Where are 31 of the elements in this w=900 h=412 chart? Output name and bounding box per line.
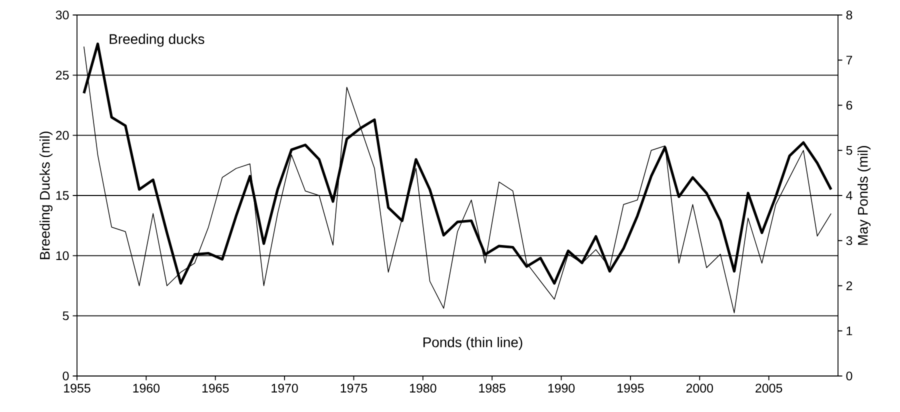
y2-tick-label: 1	[846, 326, 852, 336]
y2-tick-label: 3	[846, 236, 852, 246]
x-tick-label: 1975	[340, 384, 368, 393]
y-tick-label: 15	[56, 191, 69, 200]
x-tick-label: 1995	[618, 384, 644, 393]
y2-tick-label: 7	[846, 56, 852, 64]
y2-tick-label: 4	[846, 191, 852, 200]
x-tick-label: 1965	[202, 384, 229, 393]
y-tick-label: 10	[56, 251, 69, 260]
x-tick-label: 1985	[479, 384, 506, 393]
y-tick-label: 20	[56, 130, 69, 140]
x-tick-label: 1990	[548, 384, 575, 393]
y-tick-label: 30	[56, 10, 69, 20]
y2-tick-label: 2	[846, 281, 852, 290]
x-tick-label: 1955	[64, 384, 90, 393]
y-tick-label: 25	[56, 70, 69, 80]
y-tick-label: 0	[62, 372, 69, 380]
annotation: Breeding ducks	[110, 34, 204, 47]
x-tick-label: 1970	[272, 384, 298, 393]
y2-tick-label: 5	[846, 146, 852, 155]
x-tick-label: 1960	[133, 384, 160, 393]
y2-tick-label: 0	[846, 372, 852, 380]
x-tick-label: 2005	[756, 384, 782, 393]
y2-axis-title: May Ponds (mil)	[858, 146, 871, 245]
x-tick-label: 1980	[410, 384, 436, 393]
y2-tick-label: 8	[846, 10, 852, 20]
annotation: Ponds (thin line)	[423, 337, 522, 350]
y2-tick-label: 6	[846, 100, 852, 110]
x-tick-label: 2000	[686, 384, 713, 393]
y-axis-title: Breeding Ducks (mil)	[40, 132, 53, 260]
y-tick-label: 5	[62, 311, 69, 320]
